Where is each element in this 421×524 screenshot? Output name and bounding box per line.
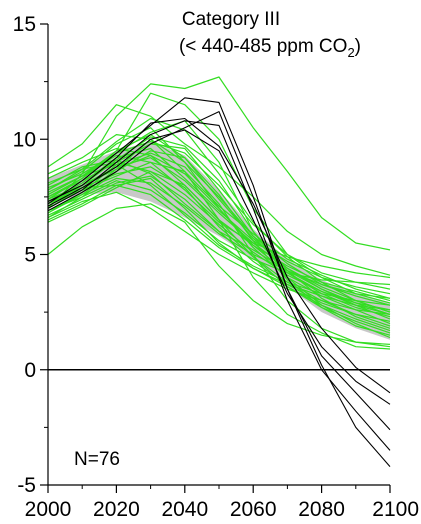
series-line-18 [47, 191, 391, 315]
series-line-7 [47, 104, 391, 276]
series-line-24 [47, 141, 391, 304]
series-line-21 [47, 147, 391, 295]
series-line-30 [47, 134, 391, 299]
y-tick-label: -5 [17, 474, 36, 497]
y-tick-label: 10 [13, 128, 36, 151]
series-line-35 [47, 184, 391, 311]
x-tick-label: 2000 [25, 498, 72, 521]
series-line-23 [47, 161, 391, 311]
x-tick-label: 2020 [93, 498, 140, 521]
text-layer: Category III (< 440-485 ppm CO2) N=76 [74, 9, 361, 470]
series-line-1 [47, 97, 391, 467]
series-line-6 [47, 76, 391, 251]
y-tick-label: 15 [13, 13, 36, 36]
series-layer [47, 76, 391, 467]
title-line2-subscript: 2 [347, 45, 354, 60]
x-tick-label: 2060 [230, 498, 277, 521]
series-line-37 [47, 134, 391, 315]
chart-title-line2: (< 440-485 ppm CO2) [179, 36, 361, 60]
axis-layer: -5 0 5 10 15 2000 2020 2040 2060 2080 2100 [13, 13, 419, 521]
sample-size-annotation: N=76 [74, 449, 120, 470]
series-line-4 [47, 129, 391, 405]
x-tick-label: 2080 [298, 498, 345, 521]
series-line-34 [47, 203, 391, 345]
series-line-3 [47, 111, 391, 431]
series-line-25 [47, 175, 391, 322]
x-tick-label: 2040 [161, 498, 208, 521]
x-tick-label: 2100 [372, 498, 419, 521]
series-line-36 [47, 150, 391, 336]
series-line-31 [47, 154, 391, 315]
chart-title-line1: Category III [182, 9, 280, 30]
y-tick-label: 5 [24, 244, 36, 267]
series-line-10 [47, 157, 391, 313]
series-line-12 [47, 177, 391, 332]
series-line-33 [47, 117, 391, 313]
series-line-29 [47, 170, 391, 334]
series-line-2 [47, 120, 391, 451]
series-line-32 [47, 177, 391, 299]
y-tick-label: 0 [24, 359, 36, 382]
title-line2-suffix: ) [355, 36, 361, 57]
title-line2-prefix: (< 440-485 ppm CO [179, 36, 347, 57]
series-line-5 [47, 117, 391, 394]
